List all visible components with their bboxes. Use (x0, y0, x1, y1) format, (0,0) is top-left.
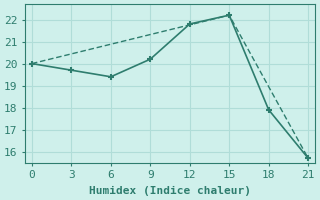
X-axis label: Humidex (Indice chaleur): Humidex (Indice chaleur) (89, 186, 251, 196)
